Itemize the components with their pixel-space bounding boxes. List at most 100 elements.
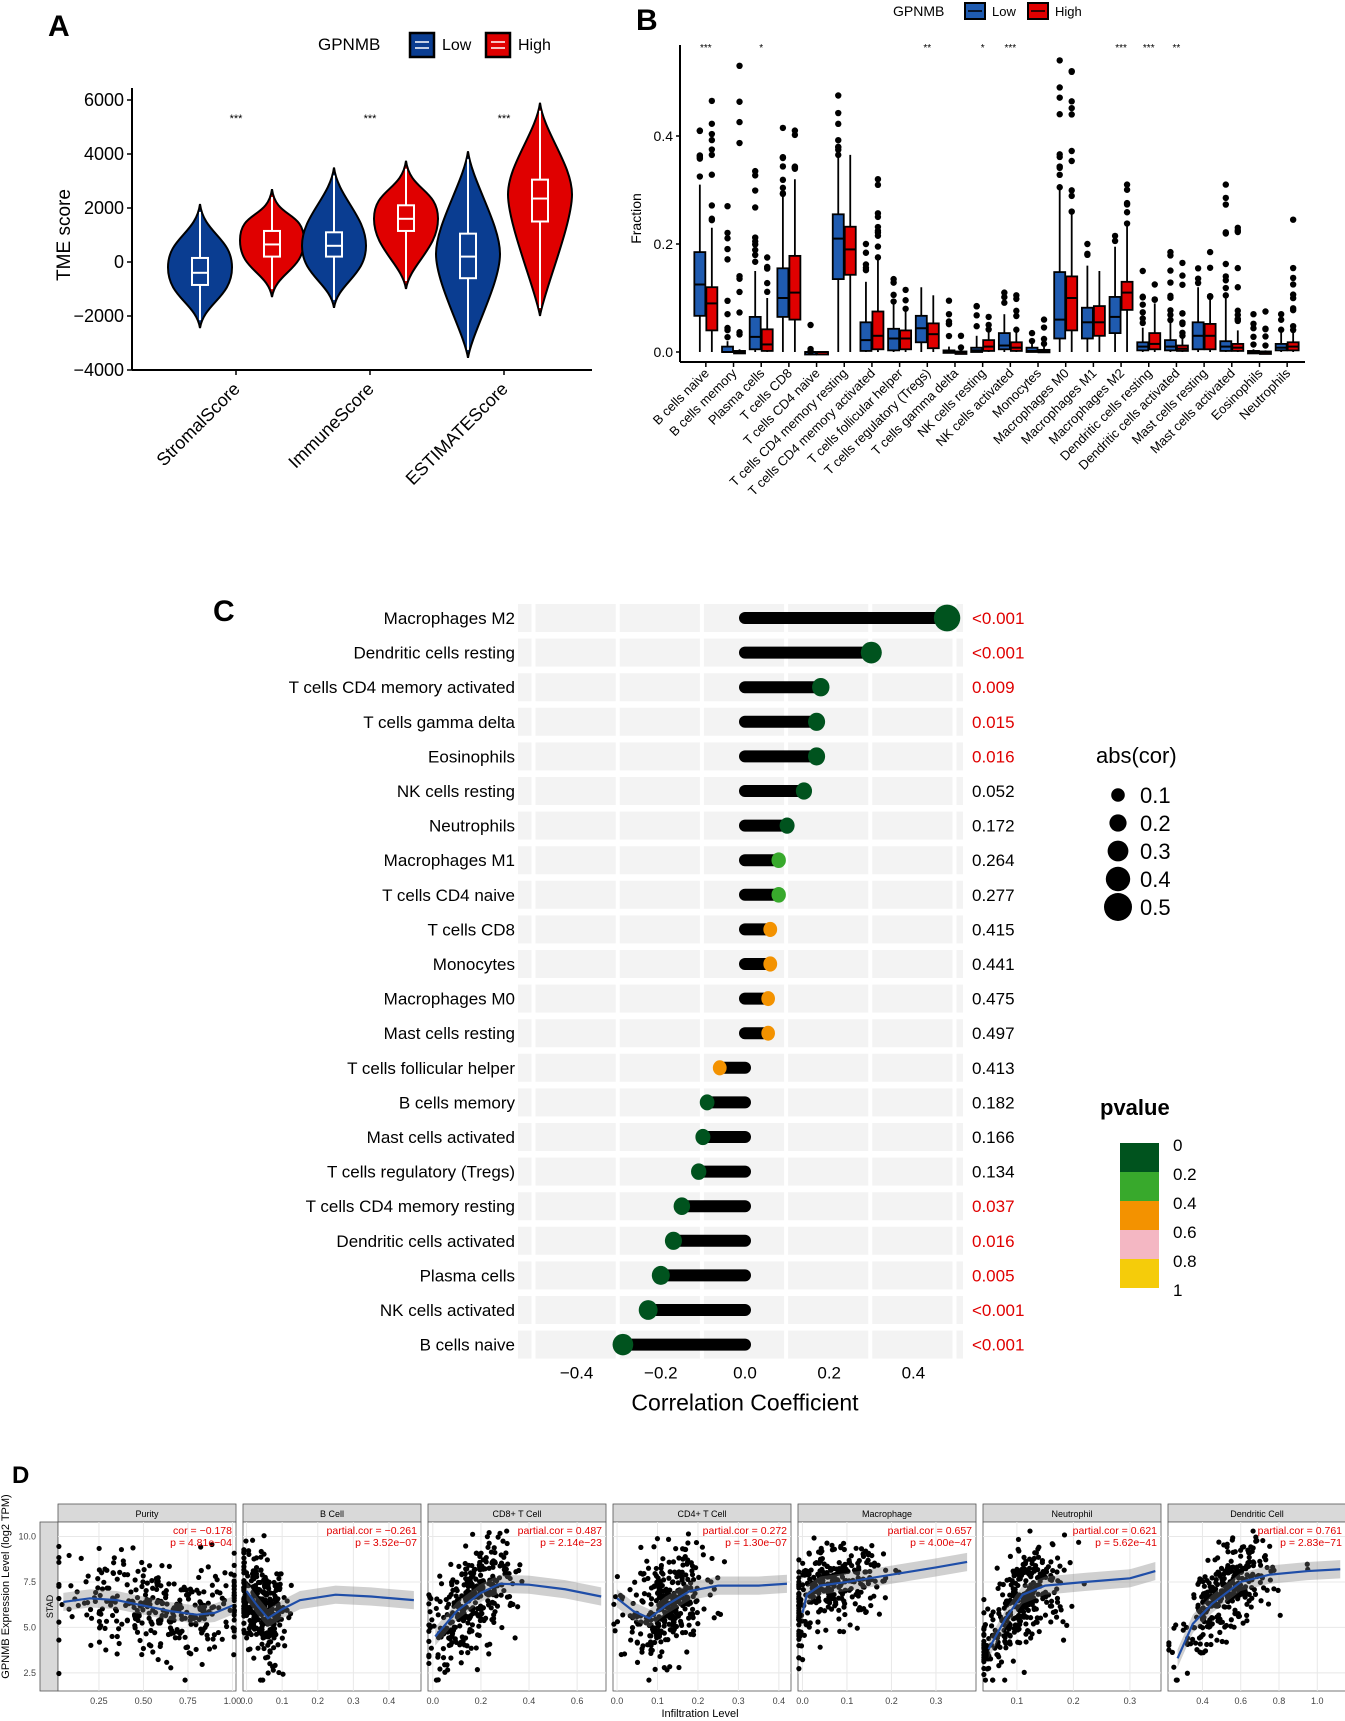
scatter-point [1003, 1645, 1009, 1651]
scatter-point [251, 1655, 257, 1661]
row-label: T cells regulatory (Tregs) [327, 1163, 515, 1182]
scatter-point [695, 1621, 701, 1627]
x-tick-label: 0.25 [90, 1696, 108, 1706]
scatter-point [1201, 1583, 1207, 1589]
scatter-point [1002, 1638, 1008, 1644]
scatter-point [796, 1666, 802, 1672]
legend-b: GPNMB Low High [893, 2, 1082, 20]
outlier-point [874, 176, 882, 183]
scatter-point [619, 1594, 626, 1600]
scatter-point [1216, 1539, 1222, 1545]
scatter-point [644, 1558, 650, 1564]
pvalue-label: p = 2.83e−71 [1280, 1537, 1342, 1549]
scatter-point [476, 1579, 483, 1585]
scatter-point [184, 1644, 190, 1650]
outlier-point [1277, 326, 1285, 333]
scatter-point [267, 1649, 273, 1655]
scatter-point [116, 1626, 122, 1632]
scatter-point [660, 1571, 666, 1577]
scatter-point [227, 1607, 233, 1613]
confidence-band [617, 1574, 787, 1628]
scatter-point [1061, 1532, 1068, 1538]
scatter-point [87, 1606, 94, 1613]
scatter-point [1194, 1647, 1200, 1653]
outlier-point [1068, 192, 1075, 200]
row-label: Dendritic cells activated [336, 1232, 515, 1251]
outlier-point [736, 272, 743, 280]
scatter-point [443, 1627, 449, 1633]
scatter-point [837, 1628, 843, 1635]
scatter-point [1200, 1579, 1206, 1585]
scatter-point [1197, 1641, 1203, 1647]
scatter-point [1015, 1536, 1022, 1543]
pvalue-label: 0.052 [972, 782, 1015, 801]
outlier-point [874, 181, 882, 189]
scatter-point [231, 1652, 237, 1658]
scatter-point [1260, 1537, 1266, 1544]
x-tick-label: 0.0 [796, 1696, 809, 1706]
scatter-point [467, 1626, 473, 1633]
scatter-point [1250, 1563, 1256, 1569]
scatter-point [1241, 1565, 1247, 1571]
scatter-point [484, 1591, 490, 1597]
scatter-point [995, 1639, 1001, 1645]
scatter-point [693, 1539, 700, 1546]
scatter-point [1198, 1634, 1204, 1640]
scatter-point [155, 1656, 161, 1663]
scatter-point [796, 1622, 802, 1628]
scatter-point [74, 1589, 80, 1595]
scatter-point [69, 1614, 75, 1620]
outlier-point [1068, 147, 1075, 155]
outlier-point [696, 173, 704, 180]
scatter-point [1219, 1619, 1225, 1625]
scatter-point [1015, 1606, 1022, 1612]
scatter-point [66, 1552, 72, 1559]
scatter-point [659, 1649, 665, 1655]
box [531, 178, 549, 223]
outlier-point [1068, 187, 1075, 194]
smooth-line [1176, 1568, 1341, 1659]
scatter-point [182, 1677, 188, 1683]
scatter-point [110, 1570, 116, 1576]
significance-marker: *** [230, 113, 244, 125]
scatter-point [278, 1616, 284, 1622]
scatter-point [1035, 1591, 1041, 1597]
scatter-point [982, 1677, 989, 1683]
scatter-point [981, 1652, 987, 1658]
outlier-point [764, 288, 771, 296]
scatter-point [259, 1620, 265, 1626]
x-tick-label: 0.2 [692, 1696, 705, 1706]
legend-key-high [484, 31, 512, 59]
outlier-point [752, 241, 759, 248]
scatter-point [231, 1572, 237, 1578]
scatter-point [501, 1587, 507, 1594]
scatter-point [433, 1677, 440, 1683]
y-tick-label: 0.4 [654, 128, 674, 144]
scatter-point [88, 1642, 94, 1648]
scatter-point [194, 1587, 200, 1593]
scatter-point [646, 1592, 652, 1598]
scatter-point [1200, 1592, 1206, 1598]
scatter-point [1022, 1566, 1028, 1572]
outlier-point [1139, 293, 1146, 300]
scatter-point [1011, 1573, 1017, 1579]
outlier-point [1056, 111, 1063, 118]
row-label: Macrophages M2 [384, 609, 515, 628]
scatter-point [143, 1588, 149, 1594]
scatter-point [116, 1640, 122, 1647]
scatter-point [154, 1577, 160, 1584]
correlation-label: partial.cor = 0.487 [518, 1525, 603, 1537]
scatter-point [140, 1607, 146, 1613]
scatter-point [823, 1627, 829, 1633]
significance-marker: *** [1004, 43, 1016, 54]
outlier-point [1111, 232, 1119, 240]
scatter-point [1229, 1537, 1235, 1543]
outlier-point [1084, 240, 1091, 248]
scatter-point [981, 1638, 987, 1644]
scatter-point [1009, 1592, 1015, 1598]
outlier-point [724, 235, 731, 242]
scatter-point [426, 1592, 432, 1598]
scatter-point [456, 1563, 462, 1569]
scatter-point [867, 1568, 873, 1575]
smooth-line [616, 1582, 788, 1620]
